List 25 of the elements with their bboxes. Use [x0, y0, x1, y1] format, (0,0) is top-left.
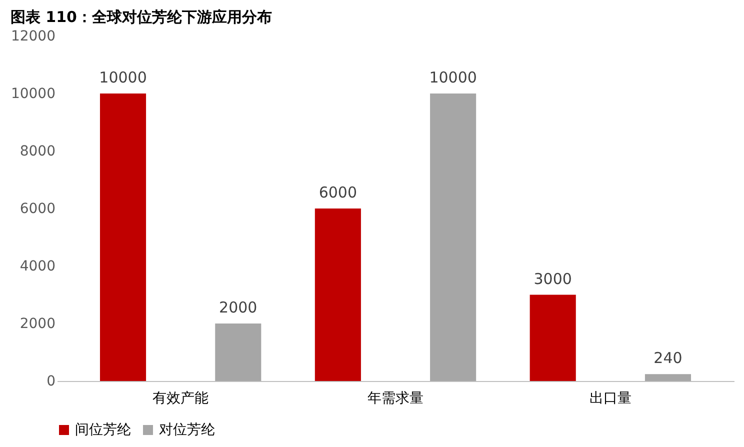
- bar: [100, 94, 146, 381]
- data-label: 10000: [429, 68, 477, 86]
- legend-label: 对位芳纶: [159, 422, 215, 438]
- y-tick-label: 10000: [10, 86, 56, 102]
- y-tick-label: 2000: [20, 316, 56, 332]
- data-label: 2000: [219, 298, 258, 316]
- y-tick-label: 6000: [20, 201, 56, 217]
- data-label: 240: [654, 349, 682, 368]
- chart-title: 图表 110：全球对位芳纶下游应用分布: [10, 8, 272, 26]
- y-tick-label: 4000: [20, 258, 56, 274]
- data-label: 10000: [99, 68, 147, 86]
- legend-label: 间位芳纶: [75, 422, 131, 438]
- bar: [314, 208, 361, 381]
- x-tick-label: 年需求量: [368, 390, 424, 406]
- bar: [644, 374, 692, 381]
- bar: [530, 294, 576, 381]
- y-tick-label: 0: [46, 374, 56, 390]
- y-tick-label: 12000: [10, 28, 56, 44]
- x-tick-label: 出口量: [589, 390, 632, 406]
- data-label: 6000: [318, 184, 358, 202]
- data-label: 3000: [534, 270, 572, 288]
- bar: [430, 94, 476, 381]
- x-tick-label: 有效产能: [152, 390, 209, 406]
- bar: [215, 324, 262, 381]
- y-tick-label: 8000: [20, 144, 56, 160]
